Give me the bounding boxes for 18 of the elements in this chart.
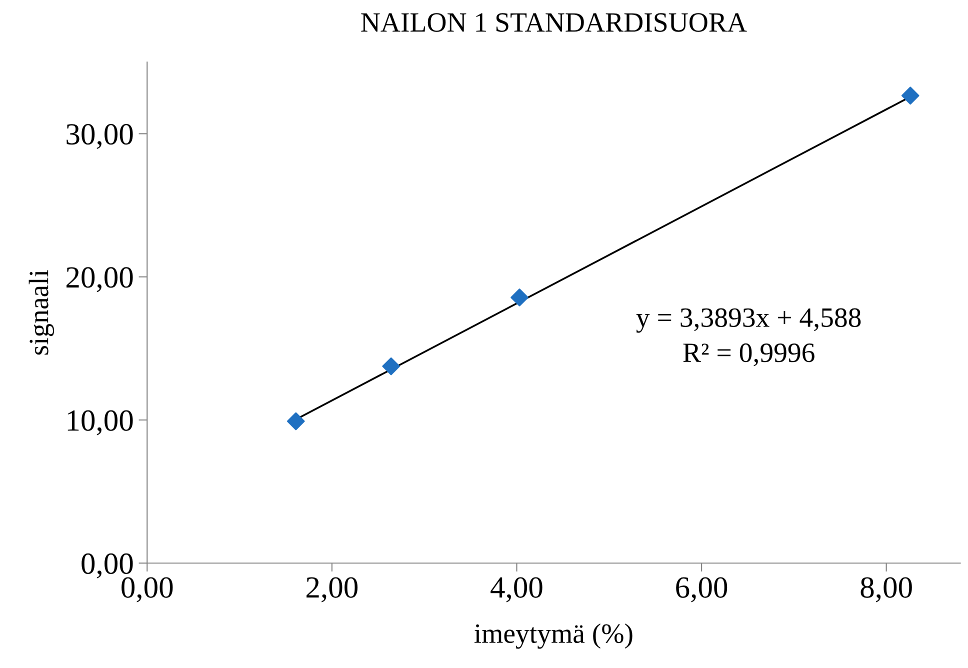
y-tick-label: 20,00: [66, 267, 133, 292]
y-tick-label: 10,00: [68, 410, 133, 436]
annotation: R² = 0,9996: [683, 343, 814, 366]
point: [382, 357, 400, 376]
point: [510, 288, 528, 306]
y-axis-title: signaali: [28, 270, 54, 355]
x-tick-label: 6,00: [676, 577, 728, 602]
point: [901, 86, 920, 105]
x-tick-label: 2,00: [306, 577, 358, 602]
y-tick-label: 0,00: [82, 553, 133, 578]
x-axis-title: imeytymä (%): [474, 623, 632, 649]
point: [286, 412, 305, 430]
x-tick-label: 8,00: [860, 577, 912, 602]
chart-title: NAILON 1 STANDARDISUORA: [361, 13, 747, 32]
annotation: y = 3,3893x + 4,588: [636, 308, 861, 333]
x-tick-label: 4,00: [490, 577, 542, 602]
y-tick-label: 30,00: [66, 124, 133, 149]
x-tick-label: 0,00: [122, 577, 173, 602]
